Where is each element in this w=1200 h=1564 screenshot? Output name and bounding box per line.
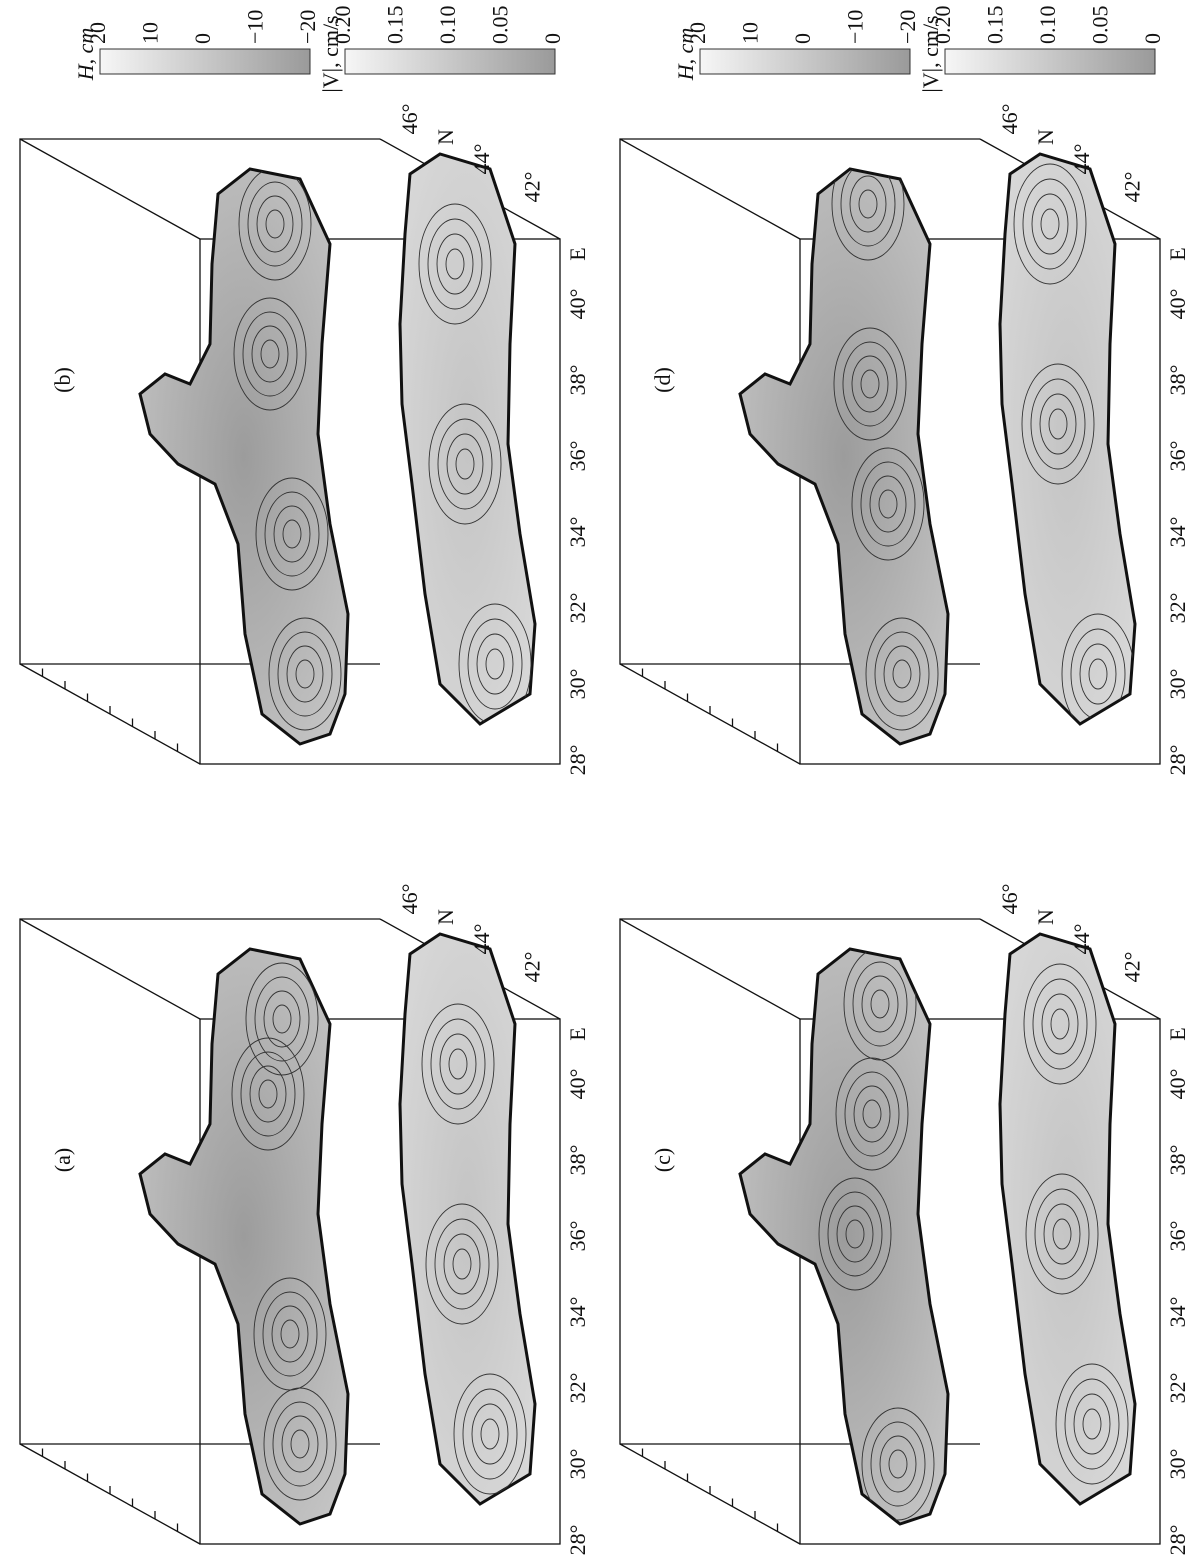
colorbar-tick-label: 10 [738, 22, 763, 44]
lat-axis-label: N [433, 909, 458, 925]
lat-tick-label: 44° [1069, 144, 1094, 175]
lon-tick-label: 36° [565, 1221, 590, 1252]
box-edge [20, 919, 200, 1019]
lat-tick-label: 44° [469, 144, 494, 175]
sea-velocity [400, 154, 535, 724]
colorbar [345, 49, 555, 74]
panel-label: (a) [50, 1148, 75, 1172]
box-edge [620, 919, 800, 1019]
lat-tick-label: 46° [397, 884, 422, 915]
lat-tick-label: 44° [1069, 924, 1094, 955]
colorbar-tick-label: 10 [138, 22, 163, 44]
lon-tick-label: 32° [565, 1373, 590, 1404]
colorbar-tick-label: −10 [243, 10, 268, 44]
lat-tick-label: 42° [519, 952, 544, 983]
colorbar-tick-label: 0 [790, 33, 815, 44]
lat-tick-label: 44° [469, 924, 494, 955]
colorbar-tick-label: 0 [190, 33, 215, 44]
sea-height [740, 949, 948, 1524]
colorbar-tick-label: −10 [843, 10, 868, 44]
lon-tick-label: 38° [565, 365, 590, 396]
lon-tick-label: 38° [1165, 1145, 1190, 1176]
lon-axis-label: E [1165, 1027, 1190, 1040]
box-edge [620, 139, 800, 239]
lat-tick-label: 46° [997, 884, 1022, 915]
colorbar-tick-label: 20 [85, 22, 110, 44]
lon-tick-label: 36° [1165, 1221, 1190, 1252]
panel-label: (c) [650, 1148, 675, 1172]
lon-tick-label: 34° [565, 517, 590, 548]
lon-tick-label: 36° [565, 441, 590, 472]
panel-label: (b) [50, 367, 75, 393]
lat-tick-label: 42° [519, 172, 544, 203]
lon-tick-label: 30° [1165, 1449, 1190, 1480]
lon-tick-label: 38° [565, 1145, 590, 1176]
lon-tick-label: 34° [1165, 1297, 1190, 1328]
lon-tick-label: 28° [565, 1525, 590, 1556]
lon-tick-label: 28° [1165, 1525, 1190, 1556]
lat-axis-label: N [1033, 129, 1058, 145]
colorbar-tick-label: 20 [685, 22, 710, 44]
sea-height [140, 169, 348, 744]
colorbar-tick-label: 0 [1140, 33, 1165, 44]
colorbar [100, 49, 310, 74]
panel-label: (d) [650, 367, 675, 393]
lon-tick-label: 40° [1165, 1069, 1190, 1100]
panel: (d) 28° 30° 32° 34° 36° 38° 40° E 42° 44° 46° N [620, 104, 1190, 776]
lat-tick-label: 46° [397, 104, 422, 135]
colorbar-tick-label: 0.20 [330, 6, 355, 45]
colorbar-tick-label: 0.15 [983, 6, 1008, 45]
lon-tick-label: 34° [1165, 517, 1190, 548]
sea-velocity [400, 934, 535, 1504]
lon-tick-label: 34° [565, 1297, 590, 1328]
lon-axis-label: E [1165, 247, 1190, 260]
lon-axis-label: E [565, 247, 590, 260]
colorbar-tick-label: 0.10 [435, 6, 460, 45]
panel: (b) 28° 30° 32° 34° 36° 38° 40° E 42° 44° 46° N [20, 104, 590, 776]
lon-tick-label: 32° [1165, 1373, 1190, 1404]
colorbar-tick-label: 0.05 [1088, 6, 1113, 45]
colorbar-tick-label: 0.10 [1035, 6, 1060, 45]
lon-tick-label: 32° [565, 593, 590, 624]
sea-velocity [1000, 934, 1135, 1504]
panel: (c) 28° 30° 32° 34° 36° 38° 40° E 42° 44° 46° N [620, 884, 1190, 1556]
box-edge [20, 139, 200, 239]
rotated-figure: (a) 28° 30° 32° 34° 36° 38° 40° E 42° 44° 46° N (b) 28… [20, 6, 1190, 1556]
lat-axis-label: N [1033, 909, 1058, 925]
colorbar-tick-label: −20 [295, 10, 320, 44]
panel: (a) 28° 30° 32° 34° 36° 38° 40° E 42° 44° 46° N [20, 884, 590, 1556]
lon-tick-label: 28° [565, 745, 590, 776]
colorbar-tick-label: 0 [540, 33, 565, 44]
lon-tick-label: 40° [565, 1069, 590, 1100]
lon-axis-label: E [565, 1027, 590, 1040]
lat-tick-label: 42° [1119, 952, 1144, 983]
lon-tick-label: 30° [1165, 669, 1190, 700]
lon-tick-label: 38° [1165, 365, 1190, 396]
lon-tick-label: 32° [1165, 593, 1190, 624]
lon-tick-label: 28° [1165, 745, 1190, 776]
lon-tick-label: 30° [565, 1449, 590, 1480]
lon-tick-label: 40° [565, 289, 590, 320]
lat-tick-label: 46° [997, 104, 1022, 135]
lat-tick-label: 42° [1119, 172, 1144, 203]
figure: (a) 28° 30° 32° 34° 36° 38° 40° E 42° 44° 46° N (b) 28… [0, 0, 1200, 1564]
lon-tick-label: 40° [1165, 289, 1190, 320]
colorbar-tick-label: 0.05 [488, 6, 513, 45]
lat-axis-label: N [433, 129, 458, 145]
colorbar [945, 49, 1155, 74]
lon-tick-label: 30° [565, 669, 590, 700]
colorbar [700, 49, 910, 74]
lon-tick-label: 36° [1165, 441, 1190, 472]
colorbar-tick-label: 0.20 [930, 6, 955, 45]
colorbar-tick-label: 0.15 [383, 6, 408, 45]
colorbar-tick-label: −20 [895, 10, 920, 44]
